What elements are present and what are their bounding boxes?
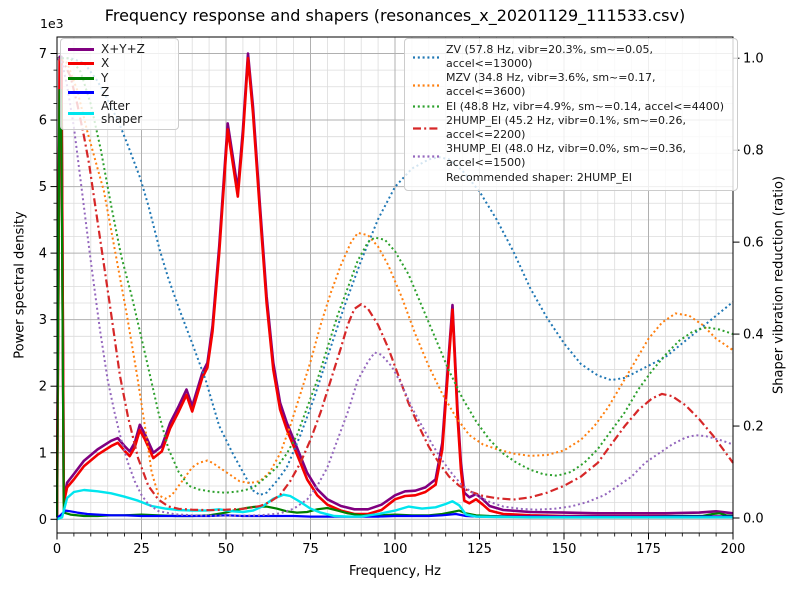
- y-left-tick-label: 1: [39, 446, 47, 461]
- x-tick-label: 100: [383, 542, 408, 557]
- legend-item: 3HUMP_EI (48.0 Hz, vibr=0.0%, sm~=0.36, …: [412, 142, 730, 170]
- legend-shapers: ZV (57.8 Hz, vibr=20.3%, sm~=0.05, accel…: [404, 38, 738, 191]
- legend-item-label: 3HUMP_EI (48.0 Hz, vibr=0.0%, sm~=0.36, …: [446, 142, 687, 170]
- y-right-tick-label: 0.8: [743, 144, 764, 159]
- legend-item-label: 2HUMP_EI (45.2 Hz, vibr=0.1%, sm~=0.26, …: [446, 114, 687, 142]
- legend-item-label: MZV (34.8 Hz, vibr=3.6%, sm~=0.17, accel…: [446, 71, 656, 98]
- x-tick-label: 0: [53, 542, 61, 557]
- y-axis-label-right: Shaper vibration reduction (ratio): [771, 176, 787, 394]
- y-right-tick-label: 0.4: [743, 328, 764, 343]
- chart-title: Frequency response and shapers (resonanc…: [104, 6, 686, 25]
- legend-psd: X+Y+Z X Y Z After shaper: [60, 38, 179, 130]
- y-left-tick-label: 7: [39, 47, 47, 62]
- legend-item: Y: [67, 71, 172, 86]
- legend-line-sample: [67, 88, 95, 97]
- y-left-tick-label: 5: [39, 180, 47, 195]
- x-axis-label: Frequency, Hz: [348, 564, 442, 579]
- y-right-tick-label: 0.0: [743, 512, 764, 527]
- series-shaper_ei: [57, 57, 734, 494]
- y-left-tick-label: 2: [39, 380, 47, 395]
- legend-line-sample: [67, 74, 95, 83]
- y-left-tick-label: 6: [39, 114, 47, 129]
- legend-line-sample: [412, 53, 440, 62]
- legend-item: After shaper: [67, 100, 172, 126]
- x-tick-label: 25: [133, 542, 150, 557]
- legend-item: ZV (57.8 Hz, vibr=20.3%, sm~=0.05, accel…: [412, 43, 730, 71]
- axis-ticks: 0 25 50 75 100 125 150 175 200 0 1 2 3 4 5 6 7 0.0 0.2 0.4 0…: [39, 47, 764, 557]
- legend-item: EI (48.8 Hz, vibr=4.9%, sm~=0.14, accel<…: [412, 99, 730, 114]
- legend-item-recommended: Recommended shaper: 2HUMP_EI: [412, 170, 730, 185]
- legend-item: X+Y+Z: [67, 42, 172, 57]
- legend-item-label: EI (48.8 Hz, vibr=4.9%, sm~=0.14, accel<…: [446, 99, 724, 113]
- legend-line-sample: [412, 81, 440, 90]
- legend-item-label: After shaper: [101, 99, 143, 126]
- series-shaper_mzv: [56, 57, 734, 500]
- series-psd_after: [56, 488, 733, 521]
- y-left-tick-label: 0: [39, 513, 47, 528]
- legend-line-sample: [412, 152, 440, 161]
- y-right-tick-label: 1.0: [743, 52, 764, 67]
- series-shaper_2hump: [56, 57, 734, 512]
- legend-line-sample: [67, 59, 95, 68]
- legend-item: X: [67, 57, 172, 72]
- legend-line-sample: [412, 124, 440, 133]
- series-psd_x: [56, 56, 733, 518]
- legend-item-label: Recommended shaper: 2HUMP_EI: [446, 170, 632, 184]
- y-axis-offset-label: 1e3: [40, 16, 64, 31]
- legend-line-sample: [412, 102, 440, 111]
- legend-item: MZV (34.8 Hz, vibr=3.6%, sm~=0.17, accel…: [412, 71, 730, 99]
- x-tick-label: 175: [636, 542, 661, 557]
- x-tick-label: 125: [467, 542, 492, 557]
- series-lines: [56, 52, 734, 521]
- y-axis-label-left: Power spectral density: [12, 211, 28, 359]
- x-tick-label: 50: [218, 542, 235, 557]
- legend-item-label: X+Y+Z: [101, 41, 145, 56]
- legend-line-sample: [67, 109, 95, 118]
- y-right-tick-label: 0.6: [743, 236, 764, 251]
- x-tick-label: 150: [552, 542, 577, 557]
- x-tick-label: 200: [721, 542, 746, 557]
- legend-item-label: Y: [101, 70, 109, 85]
- y-right-tick-label: 0.2: [743, 420, 764, 435]
- legend-line-sample: [67, 45, 95, 54]
- y-left-tick-label: 4: [39, 247, 47, 262]
- legend-item-label: Z: [101, 85, 110, 100]
- legend-item: 2HUMP_EI (45.2 Hz, vibr=0.1%, sm~=0.26, …: [412, 114, 730, 142]
- legend-line-sample: [412, 173, 440, 182]
- x-tick-label: 75: [302, 542, 319, 557]
- legend-item-label: X: [101, 56, 110, 71]
- y-left-tick-label: 3: [39, 313, 47, 328]
- legend-item: Z: [67, 86, 172, 101]
- legend-item-label: ZV (57.8 Hz, vibr=20.3%, sm~=0.05, accel…: [446, 43, 653, 70]
- series-shaper_3hump: [56, 57, 734, 517]
